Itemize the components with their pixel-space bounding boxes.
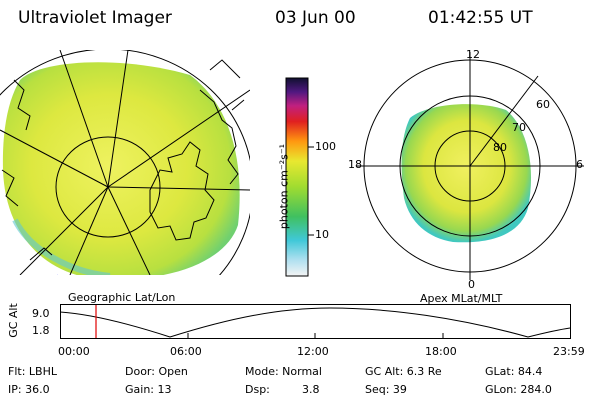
seq-value: Seq: 39 [365, 383, 407, 396]
mlt-label-12: 12 [466, 48, 480, 61]
mode-value: Mode: Normal [245, 365, 322, 378]
orbit-xtick-2: 12:00 [297, 345, 329, 358]
glon-value: GLon: 284.0 [485, 383, 552, 396]
orbit-altitude-plot [60, 304, 571, 339]
date-label: 03 Jun 00 [275, 8, 356, 28]
orbit-ytick-bottom: 1.8 [32, 324, 50, 337]
mlt-label-18: 18 [348, 158, 362, 171]
time-label: 01:42:55 UT [428, 8, 533, 28]
dsp-value: 3.8 [302, 383, 320, 396]
colorbar [285, 77, 314, 277]
latitude-circle-inner [55, 136, 161, 238]
door-value: Door: Open [125, 365, 188, 378]
mlat-label-70: 70 [512, 121, 526, 134]
polar-caption: Apex MLat/MLT [420, 292, 503, 305]
ip-value: IP: 36.0 [8, 383, 50, 396]
orbit-xtick-4: 23:59 [553, 345, 585, 358]
orbit-xtick-3: 18:00 [425, 345, 457, 358]
instrument-title: Ultraviolet Imager [18, 8, 172, 28]
geo-caption: Geographic Lat/Lon [68, 291, 176, 304]
gc-alt-value: GC Alt: 6.3 Re [365, 365, 442, 378]
filter-value: Flt: LBHL [8, 365, 57, 378]
mlat-label-60: 60 [536, 98, 550, 111]
colorbar-tick-100: 100 [315, 140, 336, 153]
mlt-label-6: 6 [576, 158, 583, 171]
orbit-ytick-top: 9.0 [32, 307, 50, 320]
aurora-image-geographic [2, 62, 240, 275]
mlt-label-0: 0 [468, 278, 475, 291]
geographic-map [0, 50, 250, 275]
altitude-curve [60, 307, 571, 338]
mlat-label-80: 80 [493, 141, 507, 154]
polar-map [356, 52, 584, 280]
colorbar-label: photon cm⁻²s⁻¹ [277, 143, 291, 230]
colorbar-tick-10: 10 [315, 228, 329, 241]
orbit-ylabel: GC Alt [6, 303, 20, 338]
dsp-label: Dsp: [245, 383, 270, 396]
aurora-image-polar [401, 104, 532, 243]
glat-value: GLat: 84.4 [485, 365, 543, 378]
orbit-xtick-0: 00:00 [58, 345, 90, 358]
gain-value: Gain: 13 [125, 383, 172, 396]
orbit-xtick-1: 06:00 [170, 345, 202, 358]
